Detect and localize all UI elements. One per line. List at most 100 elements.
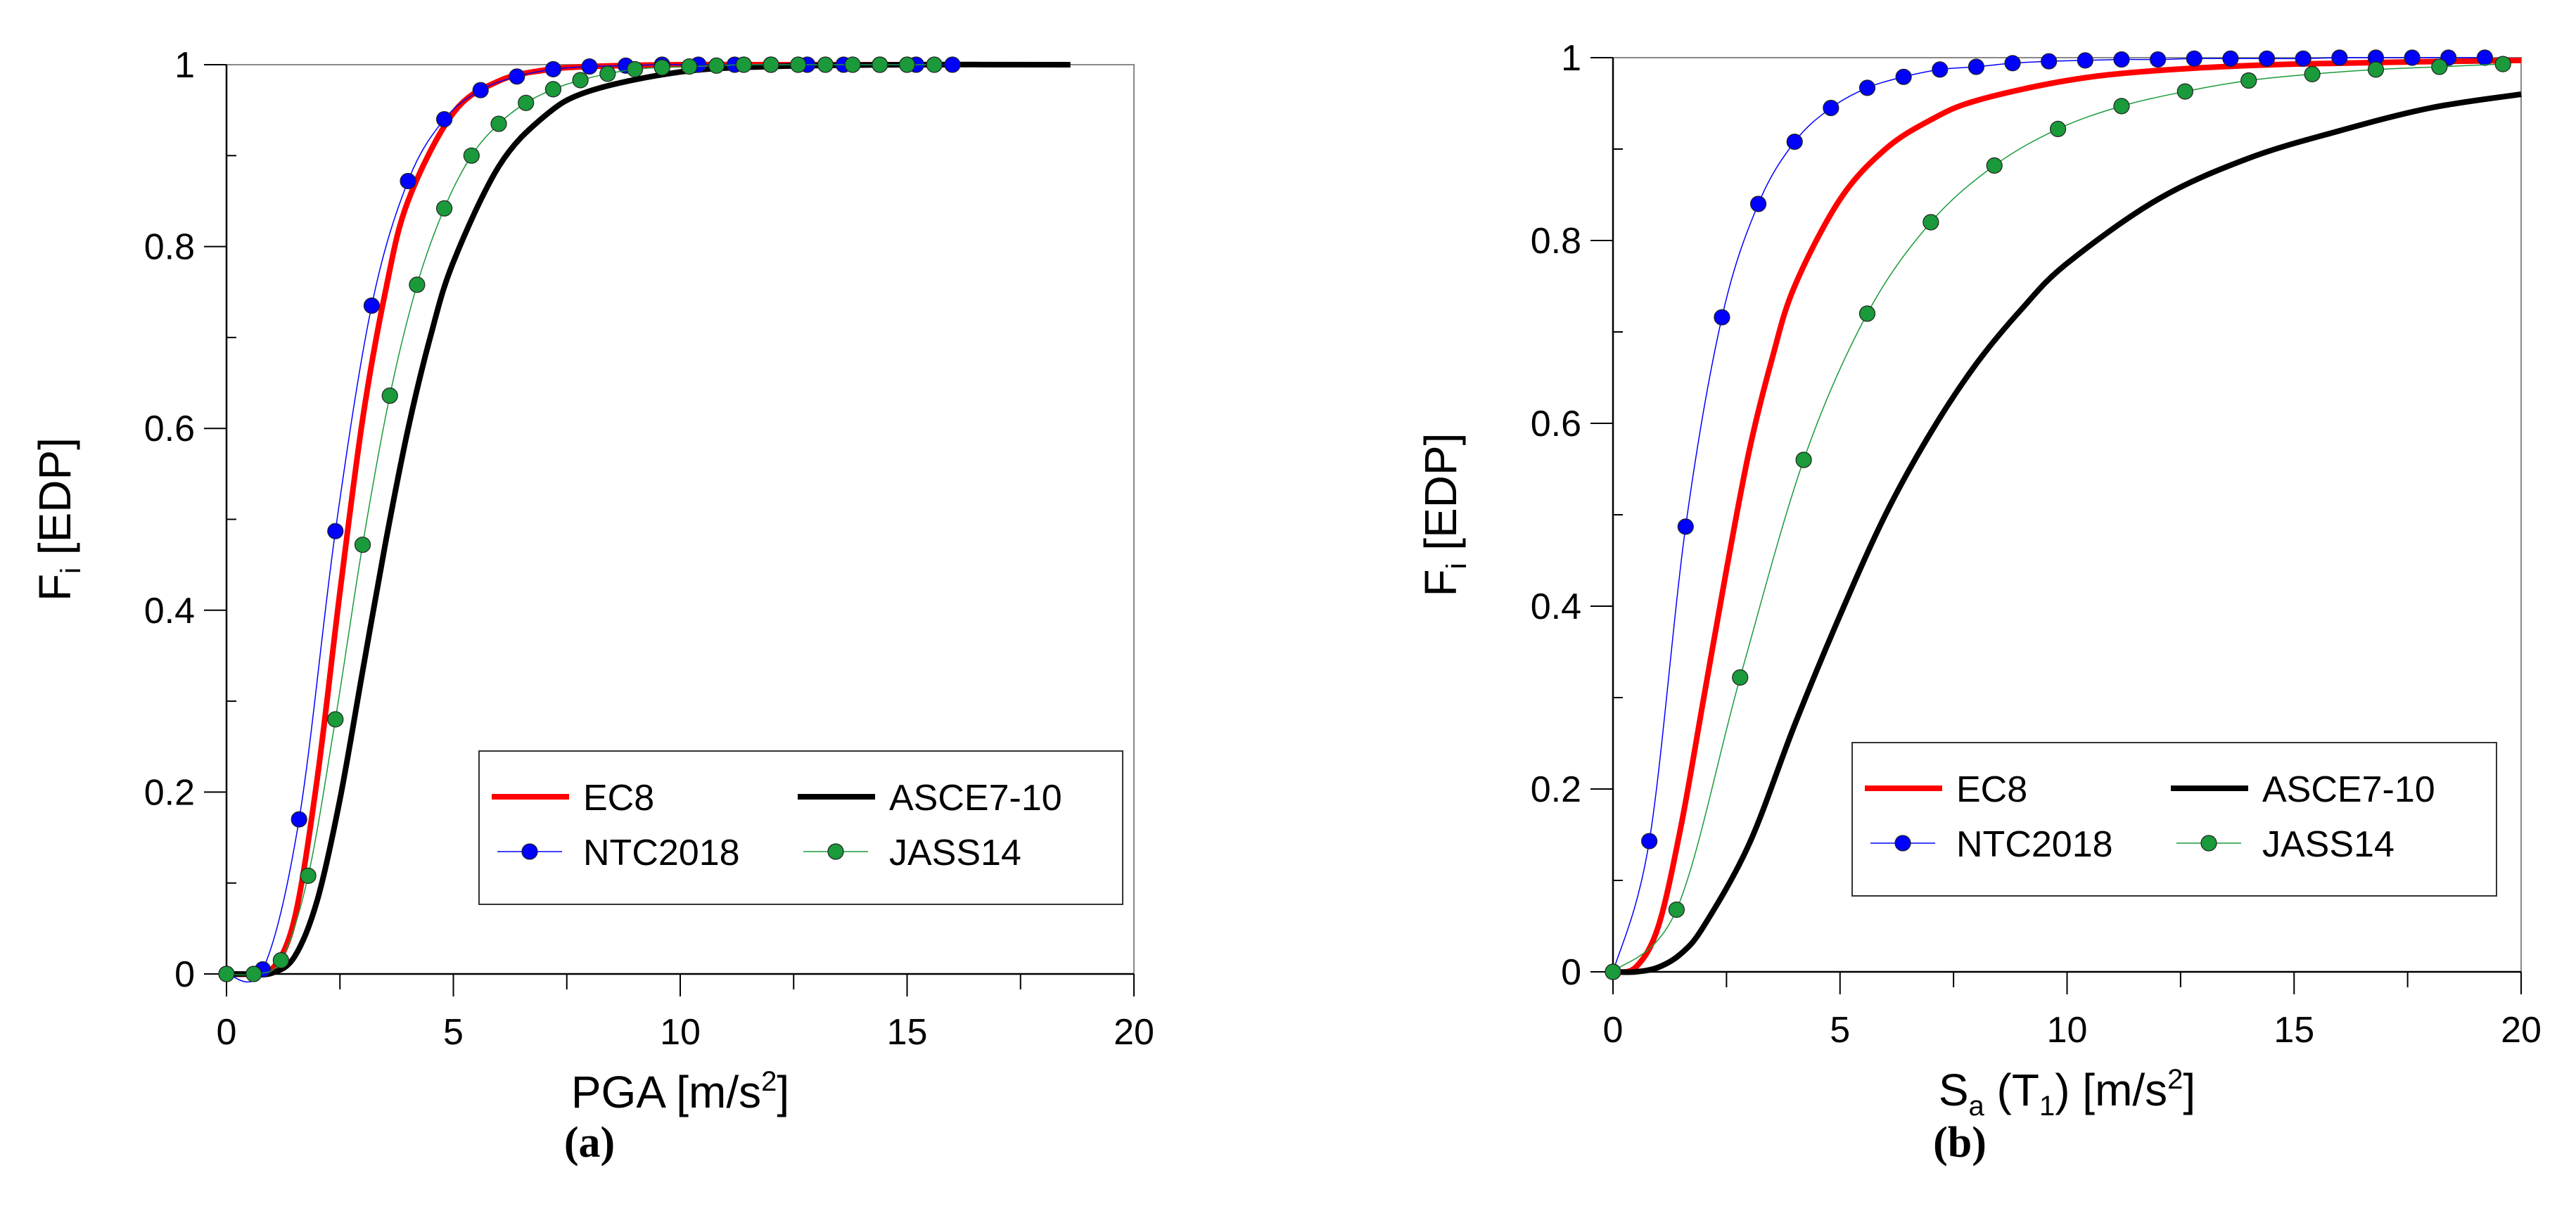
legend-label: EC8 xyxy=(583,778,654,819)
data-point xyxy=(400,172,416,190)
data-point xyxy=(1923,214,1939,231)
data-point xyxy=(218,966,235,982)
panel-caption: (a) xyxy=(564,1119,615,1167)
series-line xyxy=(1612,91,2522,975)
legend-marker xyxy=(1894,835,1911,852)
data-point xyxy=(763,56,779,73)
data-point xyxy=(2367,61,2385,78)
y-tick-label: 0.4 xyxy=(1531,586,1581,627)
legend-marker xyxy=(2200,835,2217,852)
data-point xyxy=(626,60,644,78)
data-point xyxy=(354,537,371,553)
x-label-text: ] xyxy=(2183,1065,2195,1115)
data-point xyxy=(2113,51,2130,68)
legend-label: ASCE7-10 xyxy=(889,778,1062,819)
x-label-sup: 2 xyxy=(761,1066,777,1097)
data-point xyxy=(844,56,861,73)
y-label-text: F xyxy=(1415,569,1466,596)
legend: EC8 ASCE7-10 NTC2018 JASS14 xyxy=(1851,742,2497,897)
y-tick-label: 0 xyxy=(174,954,195,995)
data-point xyxy=(1732,669,1749,686)
legend-marker xyxy=(827,843,844,860)
data-point xyxy=(2476,49,2493,66)
series-jass14 xyxy=(218,56,943,982)
y-tick-label: 0 xyxy=(1561,952,1581,993)
x-label-text: ] xyxy=(777,1067,789,1117)
x-label-text: S xyxy=(1939,1065,1969,1115)
data-point xyxy=(2331,49,2348,66)
legend-label: EC8 xyxy=(1956,769,2027,810)
legend-box xyxy=(1851,742,2497,897)
y-tick-label: 0.6 xyxy=(144,409,195,449)
x-tick-label: 5 xyxy=(1830,1010,1850,1051)
data-point xyxy=(472,82,489,98)
data-point xyxy=(1823,99,1839,117)
x-label-sub: 1 xyxy=(2039,1091,2055,1122)
legend-item-ntc2018: NTC2018 xyxy=(1870,824,2113,865)
y-label-text: [EDP] xyxy=(1415,433,1466,563)
y-label-sub: i xyxy=(1441,563,1472,569)
chart-a: 0 5 10 15 20 0 0.2 0.4 0.6 0.8 1 PGA [m/s2] Fi [EDP]… xyxy=(30,45,1154,1167)
legend-box xyxy=(478,750,1123,905)
data-point xyxy=(435,200,453,217)
series-asce7-10 xyxy=(1612,91,2522,975)
data-point xyxy=(490,115,507,132)
data-point xyxy=(898,56,916,73)
data-point xyxy=(2113,98,2130,115)
data-point xyxy=(463,147,480,164)
legend-label: JASS14 xyxy=(889,833,1021,873)
y-tick-label: 0.4 xyxy=(144,591,195,631)
legend-marker xyxy=(521,843,538,860)
data-point xyxy=(1968,58,1984,75)
x-tick-label: 15 xyxy=(2274,1010,2314,1051)
series-ec8 xyxy=(1612,57,2522,975)
data-point xyxy=(926,56,943,73)
x-tick-label: 15 xyxy=(887,1012,928,1053)
data-point xyxy=(544,60,562,78)
data-point xyxy=(1858,305,1876,322)
series-jass14 xyxy=(1605,56,2511,980)
legend-label: ASCE7-10 xyxy=(2262,769,2435,810)
panel-caption: (b) xyxy=(1933,1119,1987,1167)
y-tick-label: 0.6 xyxy=(1531,404,1581,444)
y-tick-label: 1 xyxy=(1561,38,1581,79)
data-point xyxy=(509,68,525,85)
data-point xyxy=(2186,50,2202,67)
series-line xyxy=(1612,63,2504,973)
data-point xyxy=(2049,120,2067,137)
x-tick-label: 20 xyxy=(1114,1012,1154,1053)
data-point xyxy=(599,65,616,82)
data-point xyxy=(2150,51,2167,68)
data-point xyxy=(327,711,344,728)
y-label-text: [EDP] xyxy=(30,437,80,567)
x-axis-label: PGA [m/s2] xyxy=(571,1066,789,1117)
x-tick-label: 10 xyxy=(660,1012,701,1053)
data-point xyxy=(1714,309,1730,326)
data-point xyxy=(363,297,381,314)
data-point xyxy=(2431,58,2448,75)
x-axis-label: Sa (T1) [m/s2] xyxy=(1939,1064,2195,1122)
x-label-text: ) [m/s xyxy=(2055,1065,2167,1115)
data-point xyxy=(1677,518,1694,535)
data-point xyxy=(2494,56,2511,72)
y-tick-label: 0.8 xyxy=(1531,221,1581,262)
legend: EC8 ASCE7-10 NTC2018 JASS14 xyxy=(478,750,1123,905)
legend-label: JASS14 xyxy=(2262,824,2395,865)
data-point xyxy=(291,811,307,828)
data-point xyxy=(2004,55,2021,72)
data-point xyxy=(1895,68,1912,85)
legend-label: NTC2018 xyxy=(583,833,740,873)
data-point xyxy=(246,966,262,982)
x-tick-label: 10 xyxy=(2047,1010,2088,1051)
x-tick-label: 0 xyxy=(1603,1010,1624,1051)
legend-item-ec8: EC8 xyxy=(492,778,654,819)
data-point xyxy=(944,56,961,73)
legend-item-jass14: JASS14 xyxy=(2176,824,2395,865)
data-point xyxy=(1795,451,1812,468)
y-tick-label: 0.2 xyxy=(144,772,195,813)
data-point xyxy=(735,56,752,73)
data-point xyxy=(2077,52,2093,69)
legend-item-ntc2018: NTC2018 xyxy=(497,833,740,873)
